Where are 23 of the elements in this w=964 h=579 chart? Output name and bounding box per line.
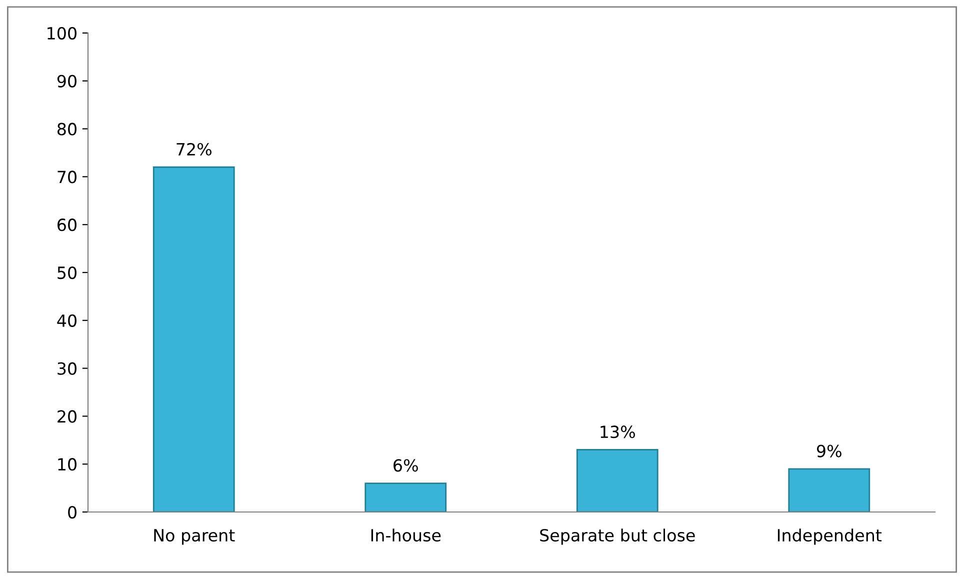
bar <box>788 468 870 512</box>
y-tick-label: 70 <box>58 170 76 184</box>
data-label: 9% <box>816 444 842 458</box>
x-tick-label: Separate but close <box>540 528 695 545</box>
x-tick-label: No parent <box>154 529 235 545</box>
y-tick-label: 30 <box>58 362 76 375</box>
bar <box>152 166 235 512</box>
bar <box>576 449 658 512</box>
y-tick-label: 80 <box>58 122 76 136</box>
y-tick-label: 0 <box>68 506 76 519</box>
x-tick-label: Independent <box>778 528 882 545</box>
data-label: 72% <box>176 142 212 156</box>
y-tick-label: 40 <box>57 314 76 327</box>
y-tick-label: 50 <box>58 266 76 280</box>
y-tick-label: 90 <box>57 74 76 88</box>
x-tick-label: In-house <box>371 528 441 542</box>
y-tick-label: 60 <box>58 218 76 232</box>
y-tick-label: 100 <box>48 26 76 40</box>
y-tick-label: 10 <box>58 458 76 471</box>
bar <box>364 482 447 512</box>
data-label: 13% <box>600 426 635 438</box>
y-tick-label: 20 <box>58 410 76 423</box>
data-label: 6% <box>394 459 418 472</box>
